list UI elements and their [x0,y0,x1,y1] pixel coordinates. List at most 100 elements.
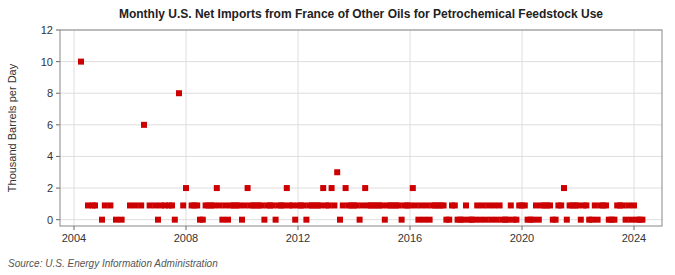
x-grid-line [410,30,411,226]
point [119,217,125,223]
points [78,59,645,223]
y-grid-line [60,188,662,189]
point [575,202,581,208]
point [222,202,228,208]
point [639,217,645,223]
point [340,202,346,208]
point [239,217,245,223]
point [578,217,584,223]
y-grid-line [60,124,662,125]
point [152,202,158,208]
point [176,90,182,96]
x-grid-line [74,30,75,226]
point [180,202,186,208]
x-tick [186,226,187,230]
point [303,217,309,223]
point [441,202,447,208]
point [194,202,200,208]
point [491,202,497,208]
y-tick [56,30,60,31]
point [270,202,276,208]
y-tick-label: 2 [47,182,53,194]
x-grid-line [634,30,635,226]
point [592,202,598,208]
point [354,202,360,208]
y-grid-line [60,156,662,157]
y-tick [56,124,60,125]
point [362,185,368,191]
grid [60,30,662,226]
point [382,217,388,223]
y-axis-label: Thousand Barrels per Day [6,63,18,192]
point [141,122,147,128]
point [284,185,290,191]
point [522,202,528,208]
y-tick [56,61,60,62]
point [396,202,402,208]
y-tick-label: 8 [47,87,53,99]
point [334,169,340,175]
point [595,217,601,223]
y-grid-line [60,93,662,94]
point [589,217,595,223]
y-tick [56,93,60,94]
y-tick-label: 10 [41,56,53,68]
point [261,217,267,223]
x-tick-label: 2016 [398,232,422,244]
chart-svg: 024681012200420082012201620202024Monthly… [0,0,675,275]
point [452,202,458,208]
point [155,217,161,223]
point [446,217,452,223]
point [460,217,466,223]
point [485,202,491,208]
point [620,202,626,208]
point [494,217,500,223]
point [127,202,133,208]
point [480,202,486,208]
x-tick [522,226,523,230]
point [337,217,343,223]
point [553,217,559,223]
point [483,217,489,223]
point [508,202,514,208]
x-grid-line [186,30,187,226]
y-tick-label: 4 [47,150,53,162]
x-tick-label: 2008 [174,232,198,244]
plot-frame [60,30,662,226]
point [418,202,424,208]
x-tick-label: 2004 [62,232,86,244]
point [561,185,567,191]
point [583,202,589,208]
point [474,202,480,208]
point [497,202,503,208]
point [513,217,519,223]
point [631,202,637,208]
point [413,202,419,208]
x-tick [410,226,411,230]
x-grid-line [298,30,299,226]
point [427,217,433,223]
point [603,202,609,208]
point [99,217,105,223]
point [273,217,279,223]
point [219,217,225,223]
point [214,185,220,191]
point [236,202,242,208]
point [245,185,251,191]
point [421,217,427,223]
point [623,217,629,223]
title: Monthly U.S. Net Imports from France of … [119,7,603,21]
point [331,202,337,208]
x-tick-label: 2020 [510,232,534,244]
point [78,59,84,65]
point [477,217,483,223]
point [357,217,363,223]
point [558,202,564,208]
point [281,202,287,208]
point [301,202,307,208]
y-tick [56,156,60,157]
point [505,217,511,223]
point [410,185,416,191]
x-grid-line [522,30,523,226]
point [147,202,153,208]
